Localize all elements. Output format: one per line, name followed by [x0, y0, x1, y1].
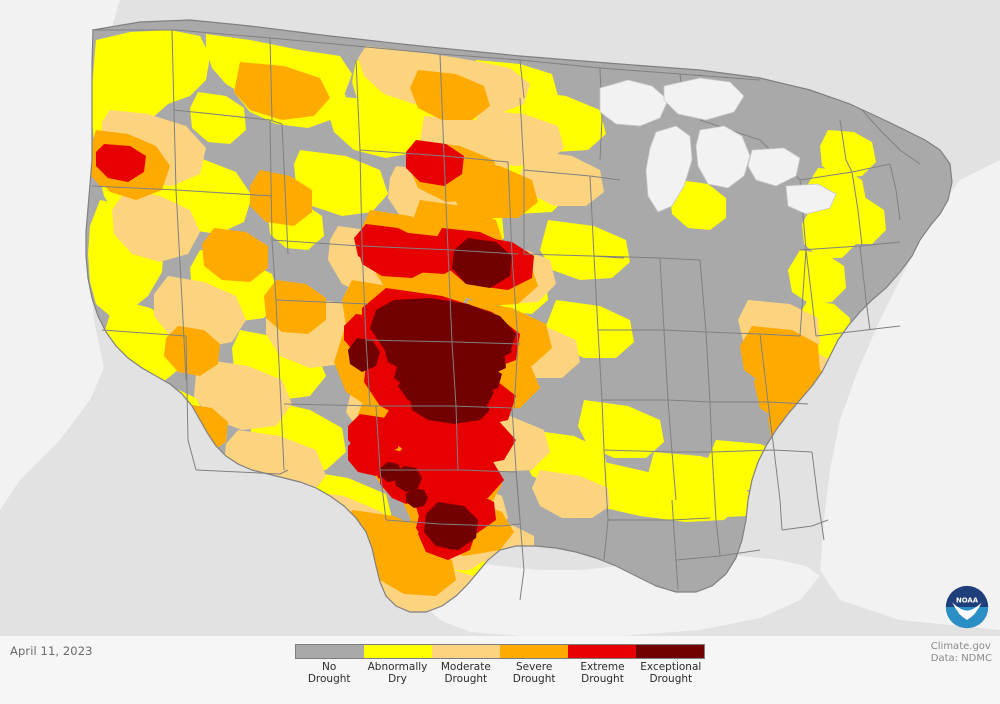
layer-exceptional-drought [348, 238, 516, 550]
legend-label-line2: Drought [512, 672, 556, 685]
legend-label-line1: Exceptional [640, 661, 702, 673]
legend-swatch-severe [500, 645, 568, 658]
national-outline [85, 19, 953, 613]
map-date-label: April 11, 2023 [10, 644, 93, 658]
credit-source: Climate.gov [930, 641, 991, 652]
credit-data: Data: NDMC [930, 653, 992, 664]
legend-label-line1: Moderate [440, 661, 491, 673]
legend-label-line1: No [322, 661, 337, 673]
legend-label-line2: Drought [649, 672, 693, 685]
legend-swatch-moderate [432, 645, 500, 658]
state-borders [91, 29, 921, 601]
footer-bar: April 11, 2023 No Drought Abnormally Dry [0, 585, 1000, 704]
legend-label-line1: Severe [515, 661, 553, 673]
legend-label-exceptional: Exceptional Drought [637, 661, 705, 685]
legend-label-extreme: Extreme Drought [568, 661, 636, 685]
legend-label-abnormally-dry: Abnormally Dry [363, 661, 431, 685]
noaa-logo-text: NOAA [956, 596, 979, 604]
legend-swatch-extreme [568, 645, 636, 658]
legend-swatch-exceptional [636, 645, 704, 658]
credit-block: Climate.gov Data: NDMC [931, 641, 992, 665]
drought-legend: No Drought Abnormally Dry Moderate Droug… [295, 644, 705, 685]
legend-label-line2: Drought [444, 672, 488, 685]
legend-color-bar [295, 644, 705, 659]
legend-label-severe: Severe Drought [500, 661, 568, 685]
great-lakes-overlay [599, 77, 837, 215]
us-drought-map [0, 0, 1000, 636]
legend-label-line1: Extreme [580, 661, 625, 673]
legend-label-line1: Abnormally [367, 661, 428, 673]
map-container [0, 0, 1000, 636]
legend-label-line2: Drought [307, 672, 351, 685]
legend-labels: No Drought Abnormally Dry Moderate Droug… [295, 661, 705, 685]
legend-swatch-abnormally-dry [364, 645, 432, 658]
noaa-logo-icon: NOAA [945, 585, 989, 629]
legend-label-moderate: Moderate Drought [432, 661, 500, 685]
legend-label-line2: Drought [581, 672, 624, 685]
legend-label-line2: Dry [388, 672, 407, 685]
legend-swatch-no-drought [296, 645, 364, 658]
legend-label-no-drought: No Drought [295, 661, 363, 685]
